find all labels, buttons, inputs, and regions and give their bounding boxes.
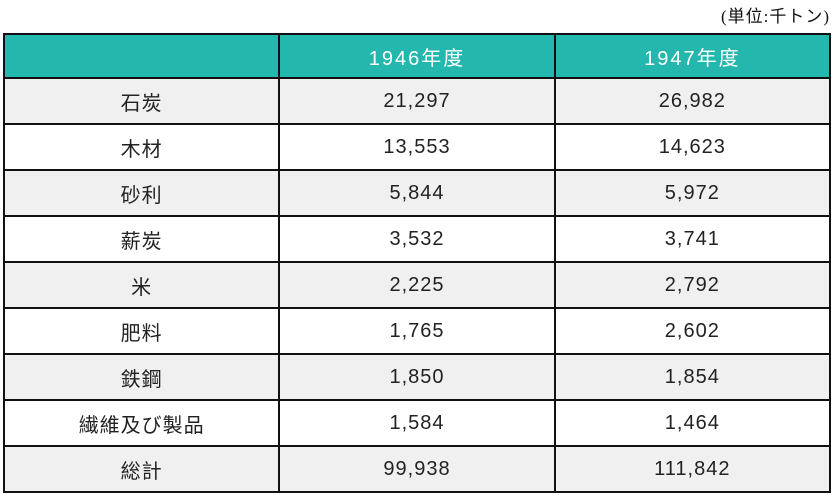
value-1947: 26,982 [553, 77, 832, 125]
table-row: 肥料 1,765 2,602 [2, 307, 832, 355]
row-label: 総計 [2, 445, 281, 493]
value-1947: 111,842 [553, 445, 832, 493]
value-1946: 3,532 [278, 215, 556, 263]
table-row: 総計 99,938 111,842 [2, 445, 832, 493]
value-1946: 21,297 [278, 77, 556, 125]
value-1947: 14,623 [553, 123, 832, 171]
table-row: 砂利 5,844 5,972 [2, 169, 832, 217]
value-1946: 99,938 [278, 445, 556, 493]
column-header-item [2, 33, 281, 79]
row-label: 石炭 [2, 77, 281, 125]
value-1946: 13,553 [278, 123, 556, 171]
value-1947: 1,854 [553, 353, 832, 401]
table-row: 木材 13,553 14,623 [2, 123, 832, 171]
column-header-1946: 1946年度 [278, 33, 556, 79]
value-1946: 5,844 [278, 169, 556, 217]
value-1947: 1,464 [553, 399, 832, 447]
value-1946: 1,850 [278, 353, 556, 401]
row-label: 米 [2, 261, 281, 309]
freight-table: 1946年度 1947年度 石炭 21,297 26,982 木材 13,553… [2, 33, 832, 493]
value-1947: 2,792 [553, 261, 832, 309]
value-1946: 1,765 [278, 307, 556, 355]
table-row: 薪炭 3,532 3,741 [2, 215, 832, 263]
table-row: 鉄鋼 1,850 1,854 [2, 353, 832, 401]
table-row: 石炭 21,297 26,982 [2, 77, 832, 125]
table-row: 繊維及び製品 1,584 1,464 [2, 399, 832, 447]
value-1947: 3,741 [553, 215, 832, 263]
unit-label: (単位:千トン) [720, 7, 830, 26]
value-1946: 2,225 [278, 261, 556, 309]
header-row: 1946年度 1947年度 [2, 33, 832, 79]
value-1947: 5,972 [553, 169, 832, 217]
row-label: 鉄鋼 [2, 353, 281, 401]
column-header-1947: 1947年度 [553, 33, 832, 79]
row-label: 薪炭 [2, 215, 281, 263]
table-row: 米 2,225 2,792 [2, 261, 832, 309]
row-label: 肥料 [2, 307, 281, 355]
row-label: 木材 [2, 123, 281, 171]
value-1946: 1,584 [278, 399, 556, 447]
row-label: 砂利 [2, 169, 281, 217]
value-1947: 2,602 [553, 307, 832, 355]
row-label: 繊維及び製品 [2, 399, 281, 447]
